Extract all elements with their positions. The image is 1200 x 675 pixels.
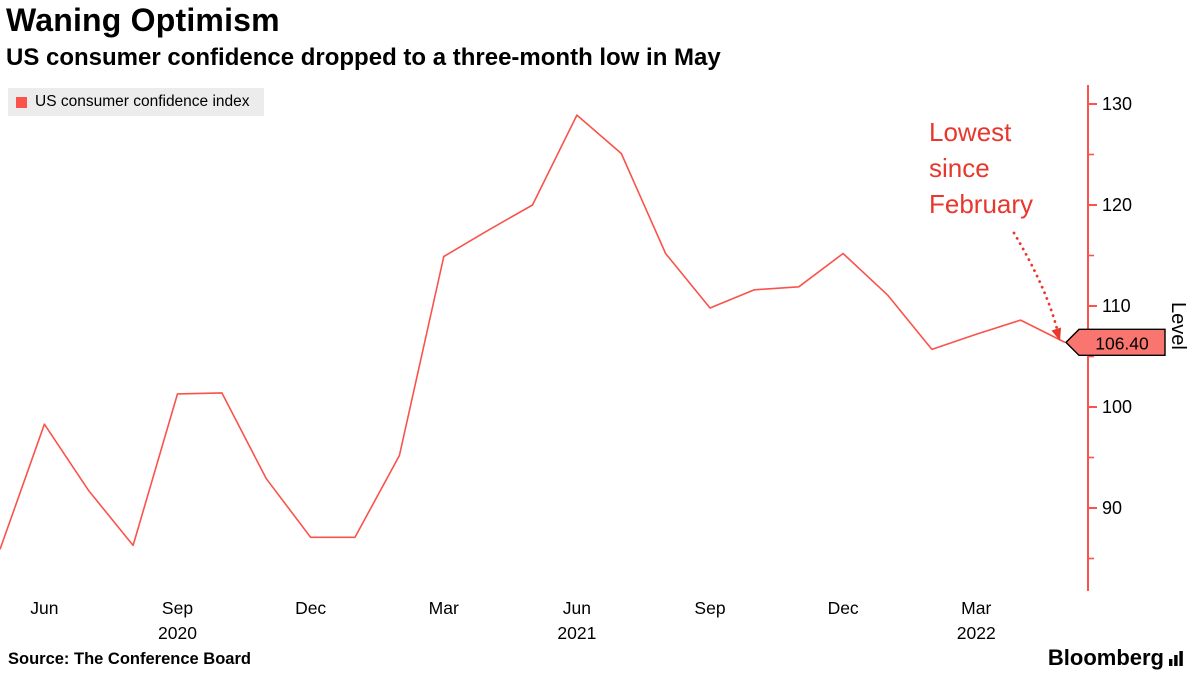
bloomberg-bars-icon bbox=[1169, 651, 1183, 666]
source-credit: Source: The Conference Board bbox=[8, 650, 251, 668]
x-axis-year-label: 2021 bbox=[557, 623, 596, 643]
x-axis-month-label: Mar bbox=[429, 598, 459, 618]
bloomberg-wordmark: Bloomberg bbox=[1047, 645, 1164, 670]
x-axis-month-label: Mar bbox=[961, 598, 991, 618]
legend: US consumer confidence index bbox=[8, 88, 264, 116]
annotation-text: Lowest since February bbox=[929, 117, 1034, 219]
x-axis-month-label: Jun bbox=[30, 598, 58, 618]
consumer-confidence-line bbox=[0, 114, 1066, 550]
y-axis-tick-label: 90 bbox=[1102, 498, 1122, 518]
x-axis-month-label: Dec bbox=[828, 598, 859, 618]
legend-label: US consumer confidence index bbox=[35, 93, 250, 110]
x-axis-month-label: Jun bbox=[563, 598, 591, 618]
y-axis-tick-label: 110 bbox=[1102, 296, 1131, 316]
x-axis-month-label: Dec bbox=[295, 598, 326, 618]
last-value-tag bbox=[1065, 328, 1166, 357]
x-axis-year-label: 2022 bbox=[957, 623, 996, 643]
y-axis-tick-label: 120 bbox=[1102, 195, 1132, 215]
x-axis-year-label: 2020 bbox=[158, 623, 197, 643]
y-axis-tick-label: 130 bbox=[1102, 94, 1132, 114]
y-axis-title: Level bbox=[1167, 302, 1189, 350]
last-value-label: 106.40 bbox=[1095, 333, 1149, 353]
bloomberg-logo: Bloomberg bbox=[1048, 645, 1184, 671]
x-axis-month-label: Sep bbox=[694, 598, 725, 618]
annotation-arrowhead-icon bbox=[1051, 327, 1061, 341]
legend-swatch-icon bbox=[16, 96, 27, 108]
page-subtitle: US consumer confidence dropped to a thre… bbox=[6, 44, 721, 71]
y-axis-tick-label: 100 bbox=[1102, 397, 1132, 417]
x-axis-month-label: Sep bbox=[162, 598, 193, 618]
page-title: Waning Optimism bbox=[6, 2, 280, 38]
annotation-arrow bbox=[1012, 231, 1059, 331]
